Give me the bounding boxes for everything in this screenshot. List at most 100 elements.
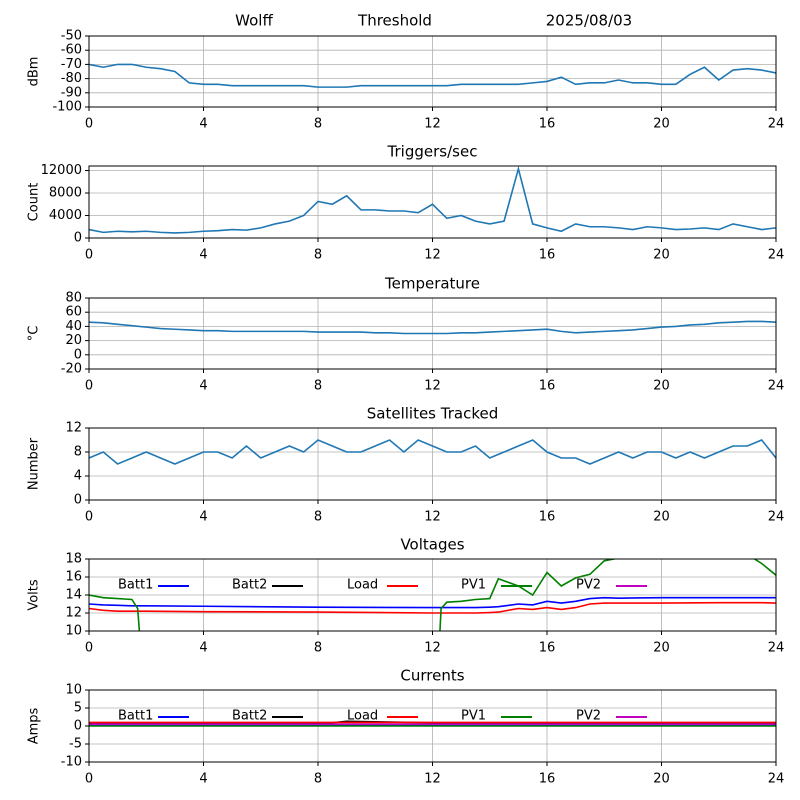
x-tick-label: 4 (199, 772, 207, 787)
y-tick-label: 0 (74, 493, 82, 508)
y-tick-label: 12000 (41, 163, 82, 178)
plot-frame (88, 35, 777, 108)
plot-frame (88, 689, 777, 763)
chart-title: Currents (400, 667, 464, 685)
chart-title: Threshold (357, 12, 432, 30)
y-tick-label: 60 (65, 305, 82, 320)
x-tick-label: 0 (85, 117, 93, 132)
y-tick-label: -100 (52, 100, 82, 115)
y-tick-label: 10 (65, 683, 82, 698)
x-tick-label: 16 (539, 772, 556, 787)
chart-title: Temperature (384, 275, 480, 293)
x-tick-label: 24 (768, 248, 785, 263)
plot-frame (88, 558, 777, 632)
plot-frame (88, 165, 777, 239)
x-tick-label: 0 (85, 772, 93, 787)
legend-label: Batt2 (232, 709, 267, 724)
x-tick-label: 4 (199, 248, 207, 263)
x-tick-label: 8 (314, 772, 322, 787)
data-line (89, 559, 776, 631)
x-tick-label: 20 (653, 641, 670, 656)
y-tick-label: 8000 (49, 186, 82, 201)
legend-label: Load (347, 709, 378, 724)
data-line (89, 596, 776, 609)
x-tick-label: 12 (424, 248, 441, 263)
x-tick-label: 16 (539, 248, 556, 263)
x-tick-label: 16 (539, 117, 556, 132)
y-axis-label: Count (27, 183, 42, 222)
x-tick-label: 20 (653, 248, 670, 263)
x-tick-label: 24 (768, 510, 785, 525)
x-tick-label: 24 (768, 379, 785, 394)
y-tick-label: 4000 (49, 208, 82, 223)
x-tick-label: 0 (85, 510, 93, 525)
y-axis-label: dBm (27, 57, 42, 87)
x-tick-label: 4 (199, 379, 207, 394)
y-axis-label: Number (27, 437, 42, 490)
x-tick-label: 0 (85, 248, 93, 263)
y-axis-label: °C (27, 326, 42, 342)
x-tick-label: 20 (653, 379, 670, 394)
y-axis-label: Volts (27, 579, 42, 611)
y-tick-label: -80 (61, 71, 82, 86)
x-tick-label: 20 (653, 117, 670, 132)
x-tick-label: 20 (653, 510, 670, 525)
chart-title: Voltages (400, 536, 464, 554)
legend-label: PV2 (576, 709, 601, 724)
y-tick-label: 12 (65, 606, 82, 621)
data-line (89, 166, 776, 234)
y-tick-label: 0 (74, 719, 82, 734)
y-tick-label: -60 (61, 43, 82, 58)
y-tick-label: -20 (61, 362, 82, 377)
x-tick-label: 16 (539, 510, 556, 525)
data-line (89, 320, 776, 335)
x-tick-label: 8 (314, 641, 322, 656)
x-tick-label: 24 (768, 117, 785, 132)
y-tick-label: 40 (65, 319, 82, 334)
x-tick-label: 0 (85, 641, 93, 656)
y-tick-label: 5 (74, 701, 82, 716)
x-tick-label: 8 (314, 117, 322, 132)
x-tick-label: 8 (314, 248, 322, 263)
y-tick-label: -5 (69, 737, 82, 752)
y-tick-label: 10 (65, 624, 82, 639)
legend-label: PV2 (576, 578, 601, 593)
legend-label: Batt1 (118, 709, 153, 724)
y-tick-label: 8 (74, 445, 82, 460)
x-tick-label: 0 (85, 379, 93, 394)
x-tick-label: 12 (424, 641, 441, 656)
x-tick-label: 12 (424, 117, 441, 132)
chart-title: Wolff (235, 12, 273, 30)
legend-label: Load (347, 578, 378, 593)
data-line (89, 63, 776, 88)
data-line (89, 439, 776, 465)
y-tick-label: 16 (65, 570, 82, 585)
y-tick-label: 0 (74, 347, 82, 362)
y-tick-label: 4 (74, 469, 82, 484)
y-axis-label: Amps (27, 707, 42, 744)
x-tick-label: 24 (768, 641, 785, 656)
x-tick-label: 4 (199, 510, 207, 525)
plot-frame (88, 297, 777, 370)
y-tick-label: 80 (65, 291, 82, 306)
y-tick-label: 14 (65, 588, 82, 603)
y-tick-label: -90 (61, 85, 82, 100)
x-tick-label: 4 (199, 117, 207, 132)
x-tick-label: 8 (314, 510, 322, 525)
chart-title: Satellites Tracked (367, 405, 498, 423)
chart-title: Triggers/sec (387, 143, 478, 161)
legend-label: Batt2 (232, 578, 267, 593)
x-tick-label: 16 (539, 379, 556, 394)
legend-label: Batt1 (118, 578, 153, 593)
y-tick-label: -50 (61, 29, 82, 44)
x-tick-label: 12 (424, 379, 441, 394)
x-tick-label: 20 (653, 772, 670, 787)
legend-label: PV1 (461, 709, 486, 724)
y-tick-label: 20 (65, 333, 82, 348)
data-line (89, 601, 776, 614)
y-tick-label: 0 (74, 231, 82, 246)
x-tick-label: 16 (539, 641, 556, 656)
chart-title: 2025/08/03 (546, 12, 632, 30)
y-tick-label: 18 (65, 552, 82, 567)
